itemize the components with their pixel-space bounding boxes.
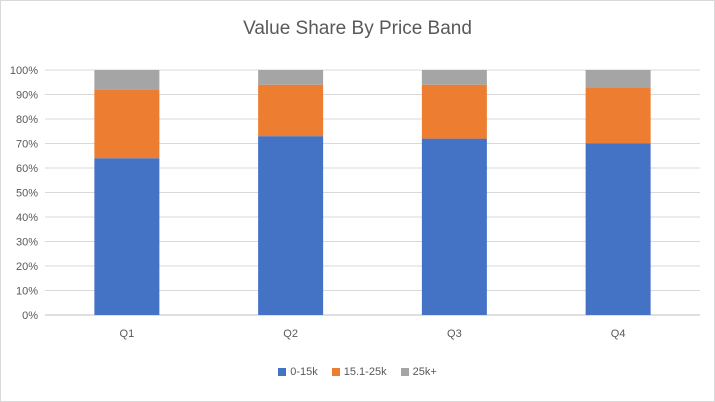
bar-segment-0-15k	[421, 138, 487, 315]
y-tick-label: 50%	[16, 188, 38, 200]
x-tick-label: Q1	[120, 328, 135, 340]
y-tick-label: 20%	[16, 261, 38, 273]
bar-segment-25k-	[258, 70, 324, 85]
legend-label: 0-15k	[290, 366, 318, 378]
legend-item: 0-15k	[278, 366, 318, 378]
x-tick-label: Q4	[611, 328, 626, 340]
legend-item: 25k+	[400, 366, 437, 378]
bar-segment-15-1-25k	[94, 89, 160, 159]
legend-swatch	[400, 368, 409, 376]
bar-segment-25k-	[585, 70, 651, 88]
bar-segment-0-15k	[258, 136, 324, 315]
bar-segment-15-1-25k	[585, 87, 651, 144]
legend-swatch	[331, 368, 340, 376]
x-tick-label: Q2	[283, 328, 298, 340]
y-tick-label: 0%	[22, 310, 38, 322]
bar-segment-25k-	[421, 70, 487, 85]
y-tick-label: 30%	[16, 237, 38, 249]
legend-label: 25k+	[412, 366, 437, 378]
x-tick-label: Q3	[447, 328, 462, 340]
y-tick-label: 70%	[16, 139, 38, 151]
bar-segment-25k-	[94, 70, 160, 90]
y-tick-label: 100%	[10, 65, 38, 77]
legend-item: 15.1-25k	[331, 366, 387, 378]
y-tick-label: 40%	[16, 212, 38, 224]
legend-swatch	[278, 368, 287, 376]
chart-legend: 0-15k 15.1-25k 25k+	[0, 366, 715, 378]
bar-segment-0-15k	[585, 143, 651, 315]
y-tick-label: 10%	[16, 286, 38, 298]
bar-segment-0-15k	[94, 158, 160, 315]
bar-segment-15-1-25k	[421, 84, 487, 139]
legend-label: 15.1-25k	[343, 366, 387, 378]
y-tick-label: 80%	[16, 114, 38, 126]
bar-segment-15-1-25k	[258, 84, 324, 137]
y-tick-label: 90%	[16, 90, 38, 102]
y-tick-label: 60%	[16, 163, 38, 175]
chart-title: Value Share By Price Band	[243, 18, 472, 39]
